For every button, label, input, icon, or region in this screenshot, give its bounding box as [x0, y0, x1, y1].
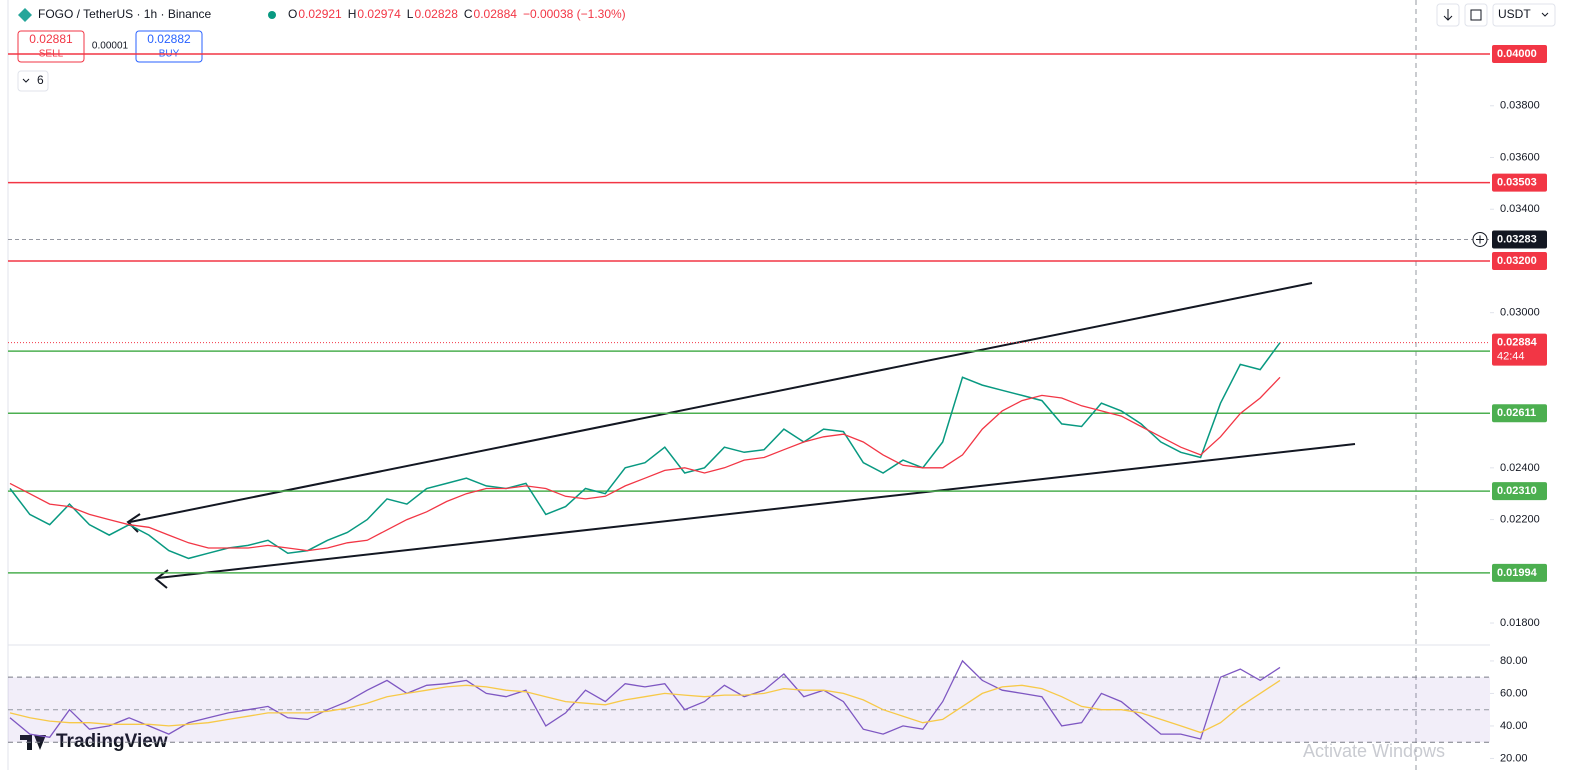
price-badge [1492, 482, 1547, 501]
y-tick-label: 20.00 [1500, 752, 1528, 764]
spread: 0.00001 [92, 41, 129, 52]
y-tick-label: 0.03800 [1500, 100, 1540, 112]
price-badge [1492, 173, 1547, 192]
price-badge-label: 0.02611 [1497, 407, 1536, 419]
ohlc-value: 0.02884 [474, 7, 518, 21]
y-tick-label: 40.00 [1500, 720, 1528, 732]
symbol[interactable]: FOGO / TetherUS · 1h · Binance [38, 7, 212, 21]
ohlc-key: C [464, 7, 473, 21]
price-badge-label: 0.02310 [1497, 485, 1537, 497]
plus-icon [1476, 235, 1484, 244]
price-badge-label: 0.03283 [1497, 233, 1537, 245]
countdown: 42:44 [1497, 351, 1525, 363]
fullscreen-button[interactable] [1464, 3, 1488, 27]
icon [1470, 9, 1482, 21]
price-badge-label: 0.02884 [1497, 337, 1538, 349]
y-tick-label: 80.00 [1500, 655, 1528, 667]
trendline [157, 443, 1356, 579]
trendline [129, 282, 1313, 523]
indicators-toggle[interactable] [17, 70, 49, 92]
price-badge-label: 0.04000 [1497, 48, 1537, 60]
buy-price: 0.02882 [147, 32, 191, 46]
series-line [9, 659, 1281, 740]
y-tick-label: 60.00 [1500, 687, 1528, 699]
y-tick-label: 0.03000 [1500, 307, 1540, 319]
price-badge [1492, 251, 1547, 270]
series-line [9, 679, 1281, 734]
price-badge [1492, 333, 1547, 366]
price-badge [1492, 563, 1547, 582]
currency: USDT [1498, 7, 1531, 21]
icon [1443, 9, 1453, 21]
series-line [9, 342, 1281, 560]
symbol-icon [18, 8, 32, 22]
ohlc-key: L [407, 7, 414, 21]
price-badge-label: 0.03503 [1497, 176, 1537, 188]
series-line [9, 376, 1281, 552]
currency-select[interactable] [1492, 3, 1556, 27]
sell-price: 0.02881 [29, 32, 73, 46]
ohlc-key: H [348, 7, 357, 21]
watermark: Activate Windows [1303, 741, 1445, 761]
price-badge [1492, 45, 1547, 64]
chevron [22, 78, 30, 83]
status-dot [268, 11, 276, 19]
arrow-head [126, 513, 141, 533]
price-badge [1492, 404, 1547, 423]
y-tick-label: 0.01800 [1500, 617, 1540, 629]
price-badge-label: 0.01994 [1497, 567, 1538, 579]
price-badge [1492, 230, 1547, 249]
y-tick-label: 0.02200 [1500, 513, 1540, 525]
ohlc-value: 0.02921 [298, 7, 342, 21]
change: −0.00038 (−1.30%) [523, 7, 626, 21]
price-badge-label: 0.03200 [1497, 255, 1537, 267]
indicator-count: 6 [37, 73, 44, 87]
brand: TradingView [56, 731, 168, 752]
chevron [1541, 12, 1549, 17]
y-tick-label: 0.03400 [1500, 203, 1540, 215]
ohlc-value: 0.02974 [357, 7, 401, 21]
y-tick-label: 0.03600 [1500, 151, 1540, 163]
brand-logo [20, 735, 46, 750]
ohlc-value: 0.02828 [414, 7, 458, 21]
ohlc-key: O [288, 7, 297, 21]
y-tick-label: 0.02400 [1500, 462, 1540, 474]
